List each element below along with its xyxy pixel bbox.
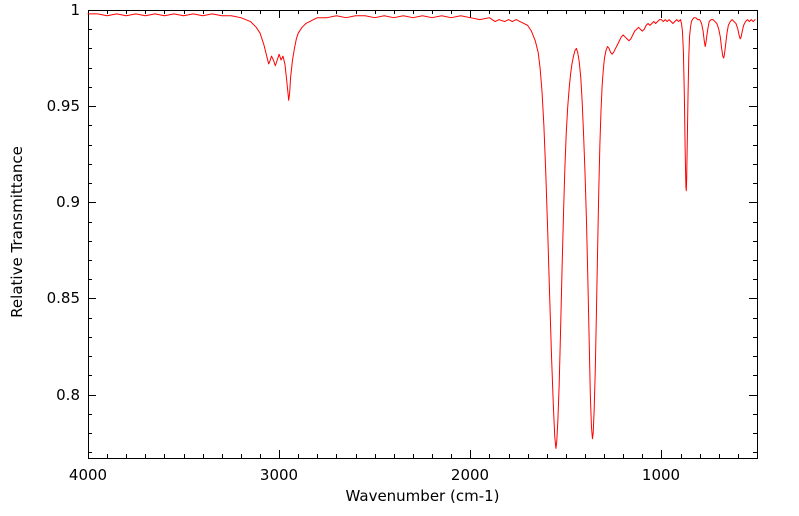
x-tick-label: 3000 bbox=[260, 466, 298, 484]
y-tick-label: 0.95 bbox=[47, 97, 80, 115]
x-axis-label: Wavenumber (cm-1) bbox=[345, 487, 500, 505]
y-tick-label: 0.8 bbox=[56, 386, 80, 404]
y-tick-label: 0.9 bbox=[56, 193, 80, 211]
x-tick-label: 4000 bbox=[69, 466, 107, 484]
y-tick-label: 1 bbox=[70, 1, 80, 19]
y-tick-label: 0.85 bbox=[47, 289, 80, 307]
plot-frame bbox=[88, 10, 758, 459]
tick-labels: 4000 3000 2000 1000 1 0.95 0.9 0.85 0.8 bbox=[47, 1, 681, 484]
y-axis-label: Relative Transmittance bbox=[8, 146, 26, 318]
spectrum-line bbox=[87, 13, 756, 449]
x-tick-label: 2000 bbox=[451, 466, 489, 484]
axis-ticks bbox=[88, 10, 758, 458]
x-tick-label: 1000 bbox=[642, 466, 680, 484]
